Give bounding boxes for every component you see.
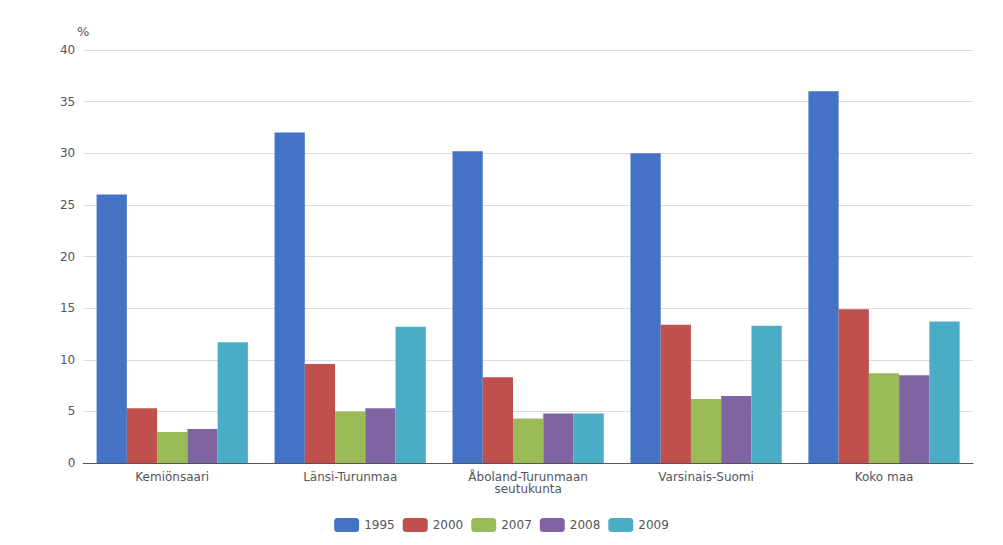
svg-text:35: 35 — [60, 95, 75, 109]
svg-text:2000: 2000 — [433, 518, 464, 532]
svg-text:Länsi-Turunmaa: Länsi-Turunmaa — [303, 470, 397, 484]
svg-text:25: 25 — [60, 198, 75, 212]
svg-text:2008: 2008 — [570, 518, 601, 532]
svg-text:1995: 1995 — [364, 518, 395, 532]
svg-text:15: 15 — [60, 301, 75, 315]
svg-text:30: 30 — [60, 146, 75, 160]
svg-text:20: 20 — [60, 250, 75, 264]
svg-text:2007: 2007 — [501, 518, 532, 532]
svg-text:Kemiönsaari: Kemiönsaari — [135, 470, 209, 484]
svg-text:%: % — [77, 24, 89, 39]
svg-text:Koko maa: Koko maa — [855, 470, 914, 484]
svg-text:Åboland-Turunmaan: Åboland-Turunmaan — [468, 470, 588, 484]
svg-text:2009: 2009 — [638, 518, 669, 532]
svg-text:0: 0 — [68, 456, 76, 470]
svg-text:5: 5 — [68, 404, 76, 418]
svg-text:40: 40 — [60, 43, 75, 57]
svg-text:Varsinais-Suomi: Varsinais-Suomi — [658, 470, 754, 484]
svg-text:10: 10 — [60, 353, 75, 367]
svg-text:seutukunta: seutukunta — [494, 482, 561, 496]
